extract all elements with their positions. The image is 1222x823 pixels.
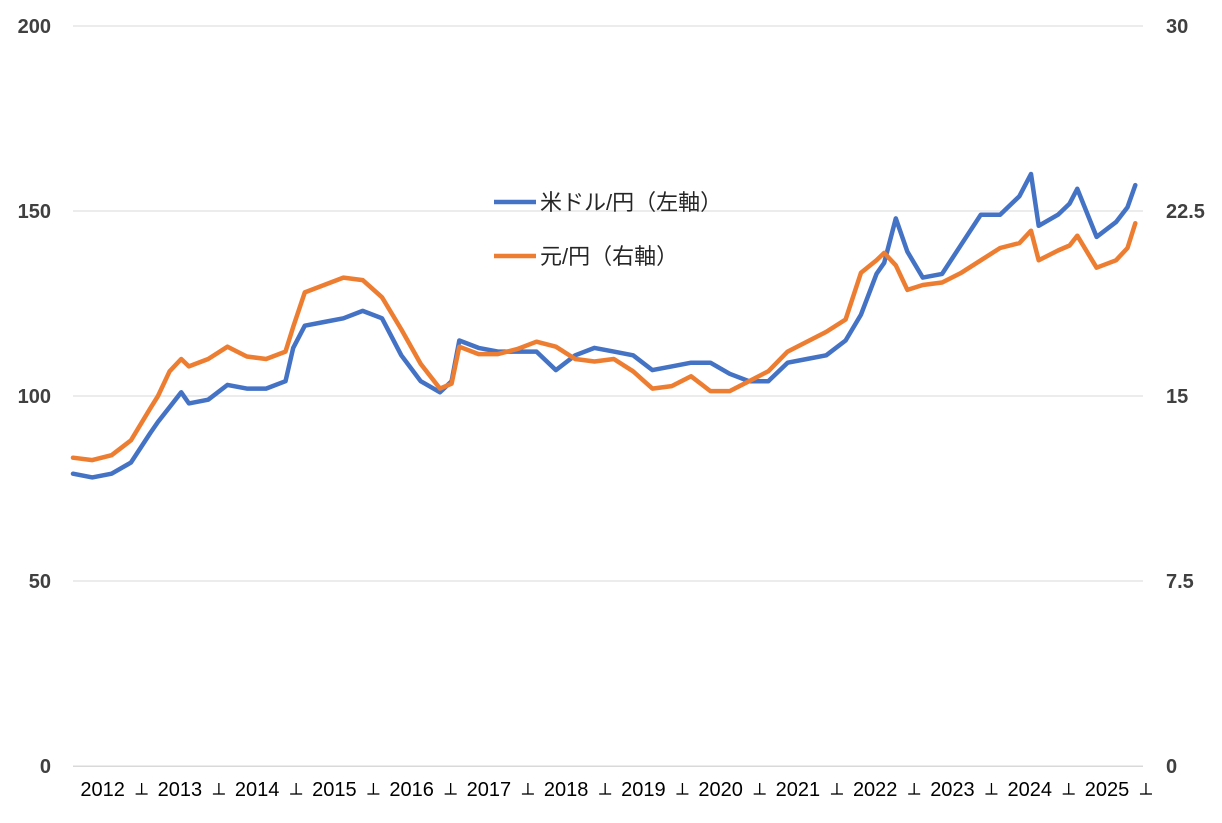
cny-jpy-series-line [70, 221, 1138, 463]
x-tick-label: 2025 [1085, 779, 1130, 801]
x-tick-label: 2022 [853, 779, 898, 801]
y-right-tick-label: 15 [1166, 386, 1188, 408]
y-left-tick-label: 0 [40, 756, 51, 778]
x-tick-label: 2013 [158, 779, 203, 801]
x-tick-label: 2018 [544, 779, 589, 801]
y-left-tick-label: 200 [18, 16, 51, 38]
x-tick-label: 2023 [930, 779, 975, 801]
y-left-tick-label: 150 [18, 201, 51, 223]
x-tick-label: 2024 [1007, 779, 1052, 801]
x-tick-label: 2021 [776, 779, 821, 801]
legend-label: 米ドル/円（左軸） [540, 190, 722, 215]
y-right-tick-label: 7.5 [1166, 571, 1194, 593]
axes: 0 0 50 7.5 100 15 150 22.5 200 30 2012 2013 2014 2015… [18, 16, 1205, 801]
x-tick-label: 2020 [698, 779, 743, 801]
x-tick-label: 2017 [467, 779, 512, 801]
x-tick-label: 2012 [80, 779, 125, 801]
x-tick-label: 2016 [389, 779, 434, 801]
x-tick-label: 2014 [235, 779, 280, 801]
y-right-tick-label: 22.5 [1166, 201, 1205, 223]
usd-jpy-series-line [70, 171, 1138, 480]
x-tick-label: 2019 [621, 779, 666, 801]
y-left-tick-label: 100 [18, 386, 51, 408]
series-lines [70, 171, 1138, 480]
legend: 米ドル/円（左軸） 元/円（右軸） [494, 190, 722, 269]
legend-label: 元/円（右軸） [540, 244, 678, 269]
gridlines [73, 25, 1143, 767]
x-tick-label: 2015 [312, 779, 357, 801]
y-right-tick-label: 0 [1166, 756, 1177, 778]
y-left-tick-label: 50 [29, 571, 51, 593]
y-right-tick-label: 30 [1166, 16, 1188, 38]
